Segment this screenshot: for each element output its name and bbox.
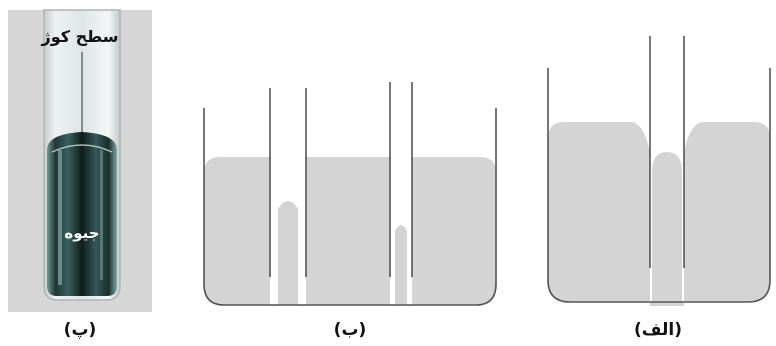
mercury-label: جیوه — [64, 224, 99, 242]
meniscus-label: سطح کوژ — [41, 27, 119, 46]
mercury-column — [47, 132, 117, 296]
caption-photo-panel: (پ) — [64, 320, 97, 340]
beaker-outline-middle — [203, 108, 497, 306]
mercury-highlight — [100, 150, 103, 280]
mercury-highlight — [58, 150, 62, 285]
caption-middle-panel: (ب) — [334, 320, 367, 340]
beaker-outline-right — [547, 68, 771, 303]
liquid-surface-right — [548, 122, 770, 306]
meniscus-highlight — [51, 144, 113, 153]
photo-panel: سطح کوژ جیوه — [8, 9, 152, 312]
middle-panel — [203, 82, 497, 306]
right-panel — [547, 36, 771, 306]
caption-right-panel: (الف) — [634, 320, 682, 340]
liquid-surface-middle — [204, 157, 496, 306]
capillary-liquid-right — [652, 152, 682, 306]
